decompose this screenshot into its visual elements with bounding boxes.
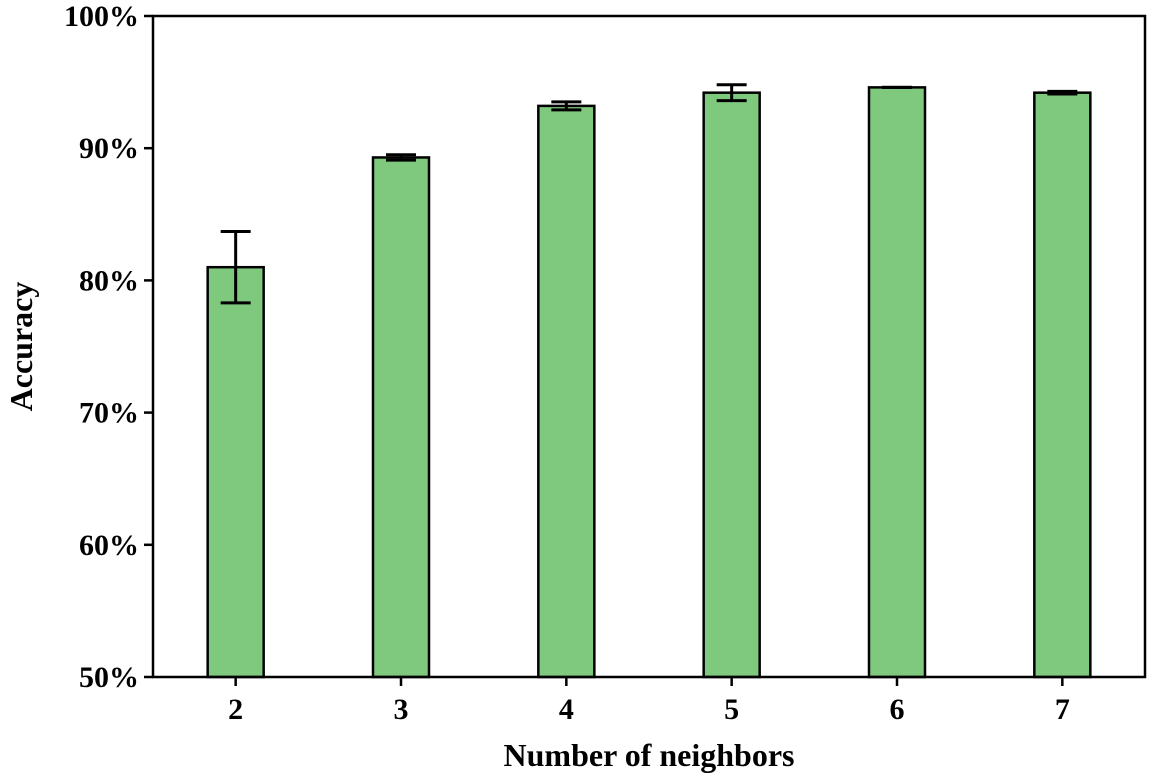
error-bar-2 xyxy=(220,229,251,305)
y-tick-label: 60% xyxy=(79,529,139,562)
y-tick-label: 80% xyxy=(79,264,139,297)
y-tick-label: 100% xyxy=(64,0,139,33)
error-bar-5 xyxy=(716,83,747,103)
x-tick-label: 5 xyxy=(724,693,739,726)
bar-2 xyxy=(206,265,265,679)
bar-3 xyxy=(371,156,431,679)
bar-5 xyxy=(702,91,761,679)
error-bars-layer xyxy=(220,83,1078,305)
x-tick-label: 7 xyxy=(1055,693,1070,726)
error-bar-7 xyxy=(1047,89,1078,96)
bars-layer xyxy=(206,86,1092,679)
y-axis-ticks: 50% 60% 70% 80% 90% 100% xyxy=(64,0,153,694)
x-tick-label: 2 xyxy=(228,693,243,726)
x-tick-label: 3 xyxy=(394,693,409,726)
error-bar-3 xyxy=(386,153,416,162)
x-axis-ticks: 2 3 4 5 6 7 xyxy=(228,677,1070,726)
bar-7 xyxy=(1033,91,1092,679)
bar-6 xyxy=(867,86,927,679)
error-bar-4 xyxy=(551,100,582,112)
y-tick-label: 90% xyxy=(79,132,139,165)
x-tick-label: 4 xyxy=(559,693,574,726)
bar-4 xyxy=(537,104,596,679)
y-tick-label: 70% xyxy=(79,397,139,430)
y-tick-label: 50% xyxy=(79,661,139,694)
y-axis-label: Accuracy xyxy=(3,282,39,412)
x-tick-label: 6 xyxy=(890,693,905,726)
plot-frame xyxy=(151,14,1147,679)
x-axis-label: Number of neighbors xyxy=(504,737,795,773)
